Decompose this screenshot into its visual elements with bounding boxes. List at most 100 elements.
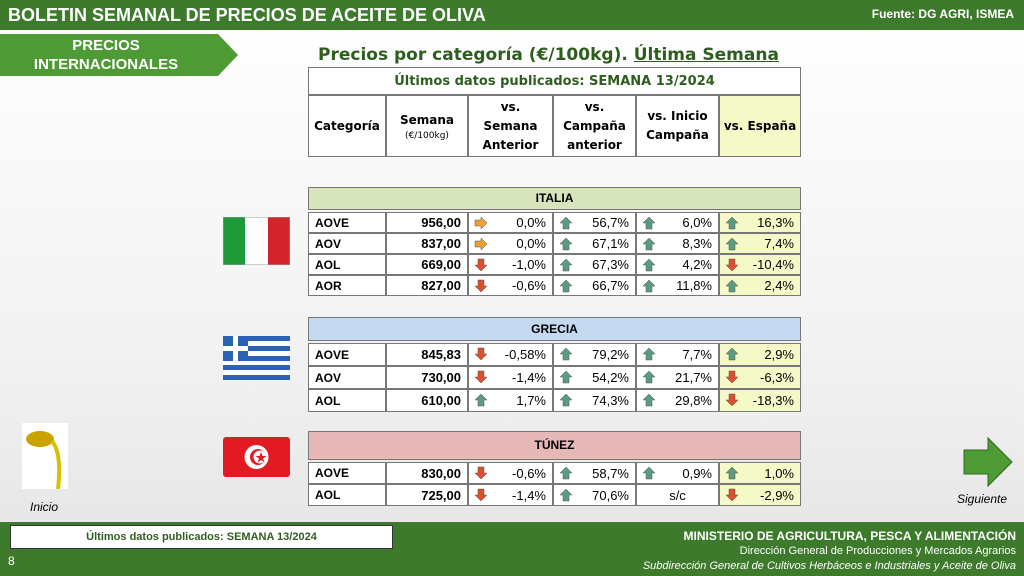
trend-arrow bbox=[474, 279, 488, 293]
unit: (€/100kg) bbox=[405, 130, 449, 141]
table-cell: 4,2% bbox=[636, 254, 719, 275]
cell-text: -0,6% bbox=[512, 278, 546, 293]
trend-arrow bbox=[642, 466, 656, 480]
trend-arrow bbox=[725, 347, 739, 361]
arrow-wrap bbox=[559, 488, 573, 505]
trend-arrow bbox=[642, 393, 656, 407]
trend-arrow bbox=[559, 258, 573, 272]
table-cell: 725,00 bbox=[386, 484, 468, 506]
subdirectorate: Subdirección General de Cultivos Herbáce… bbox=[642, 560, 1016, 572]
cell-text: 725,00 bbox=[421, 487, 461, 503]
cell-text: 0,9% bbox=[682, 465, 712, 481]
table-cell: AOL bbox=[308, 389, 386, 412]
subtitle-emphasis: Última Semana bbox=[633, 45, 779, 65]
table-cell: AOVE bbox=[308, 462, 386, 484]
arrow-wrap bbox=[725, 347, 739, 364]
cell-text: 0,0% bbox=[516, 215, 546, 230]
section-tab-shape bbox=[0, 34, 238, 76]
table-cell: -10,4% bbox=[719, 254, 801, 275]
table-cell: 0,9% bbox=[636, 462, 719, 484]
arrow-wrap bbox=[642, 279, 656, 296]
trend-arrow bbox=[474, 258, 488, 272]
table-cell: 0,0% bbox=[468, 233, 553, 254]
next-label[interactable]: Siguiente bbox=[957, 492, 1008, 506]
home-icon[interactable] bbox=[22, 423, 68, 489]
trend-arrow bbox=[559, 216, 573, 230]
page-number: 8 bbox=[8, 554, 15, 568]
cell-text: 21,7% bbox=[675, 370, 712, 385]
column-header: Semana (€/100kg) bbox=[386, 95, 468, 157]
group-header: TÚNEZ bbox=[308, 431, 801, 460]
cell-text: AOL bbox=[315, 393, 341, 408]
cell-text: 730,00 bbox=[421, 370, 461, 385]
table-cell: -1,0% bbox=[468, 254, 553, 275]
table-cell: -2,9% bbox=[719, 484, 801, 506]
next-arrow[interactable] bbox=[962, 436, 1014, 488]
column-header: vs. Semana Anterior bbox=[468, 95, 553, 157]
arrow-wrap bbox=[642, 393, 656, 410]
cell-text: 956,00 bbox=[421, 215, 461, 230]
trend-arrow bbox=[559, 347, 573, 361]
cell-text: AOL bbox=[315, 488, 341, 502]
table-cell: AOR bbox=[308, 275, 386, 296]
arrow-wrap bbox=[474, 488, 488, 505]
cell-text: 11,8% bbox=[676, 278, 712, 293]
cell-text: 79,2% bbox=[592, 347, 629, 362]
table-cell: AOL bbox=[308, 254, 386, 275]
cell-text: AOR bbox=[315, 278, 342, 293]
arrow-wrap bbox=[642, 466, 656, 483]
ministry: MINISTERIO DE AGRICULTURA, PESCA Y ALIME… bbox=[683, 529, 1016, 543]
trend-arrow bbox=[559, 237, 573, 251]
cell-text: -18,3% bbox=[752, 393, 794, 408]
table-cell: 54,2% bbox=[553, 366, 636, 389]
cell-text: 7,4% bbox=[764, 236, 794, 251]
trend-arrow bbox=[725, 258, 739, 272]
trend-arrow bbox=[725, 216, 739, 230]
group-header: GRECIA bbox=[308, 317, 801, 341]
arrow-wrap bbox=[725, 216, 739, 233]
column-header: Categoría bbox=[308, 95, 386, 157]
cell-text: 66,7% bbox=[592, 278, 629, 293]
cell-text: 67,1% bbox=[592, 236, 629, 251]
cell-text: 827,00 bbox=[421, 278, 461, 293]
trend-arrow bbox=[642, 370, 656, 384]
table-cell: 845,83 bbox=[386, 343, 468, 366]
cell-text: 1,7% bbox=[516, 393, 546, 408]
cell-text: 4,2% bbox=[682, 257, 712, 272]
cell-text: 830,00 bbox=[421, 465, 461, 481]
arrow-wrap bbox=[559, 258, 573, 275]
arrow-wrap bbox=[474, 347, 488, 364]
cell-text: AOVE bbox=[315, 466, 350, 480]
trend-arrow bbox=[474, 347, 488, 361]
cell-text: 1,0% bbox=[764, 465, 794, 481]
table-cell: -18,3% bbox=[719, 389, 801, 412]
cell-text: AOVE bbox=[315, 347, 350, 362]
directorate: Dirección General de Producciones y Merc… bbox=[739, 545, 1016, 557]
cell-text: -6,3% bbox=[760, 370, 794, 385]
table-cell: AOVE bbox=[308, 343, 386, 366]
subtitle-text: Precios por categoría (€/100kg). bbox=[318, 45, 634, 65]
column-header-text: vs. Semana Anterior bbox=[482, 99, 539, 152]
column-header: vs. Campaña anterior bbox=[553, 95, 636, 157]
column-header-text: Semana bbox=[399, 112, 455, 127]
arrow-wrap bbox=[474, 258, 488, 275]
table-cell: 8,3% bbox=[636, 233, 719, 254]
header-bar bbox=[0, 0, 1024, 30]
home-label[interactable]: Inicio bbox=[30, 500, 59, 514]
table-cell: -0,6% bbox=[468, 462, 553, 484]
column-header-text: vs. España bbox=[723, 118, 797, 133]
cell-text: 7,7% bbox=[682, 347, 712, 362]
table-cell: 1,0% bbox=[719, 462, 801, 484]
arrow-wrap bbox=[642, 347, 656, 364]
flag-tunisia bbox=[223, 437, 290, 477]
cell-text: AOV bbox=[315, 236, 342, 251]
arrow-wrap bbox=[642, 370, 656, 387]
trend-arrow bbox=[559, 466, 573, 480]
arrow-wrap bbox=[559, 347, 573, 364]
arrow-wrap bbox=[559, 279, 573, 296]
arrow-wrap bbox=[725, 258, 739, 275]
cell-text: -10,4% bbox=[752, 257, 794, 272]
arrow-wrap bbox=[725, 488, 739, 505]
table-cell: 610,00 bbox=[386, 389, 468, 412]
table-cell: -0,6% bbox=[468, 275, 553, 296]
